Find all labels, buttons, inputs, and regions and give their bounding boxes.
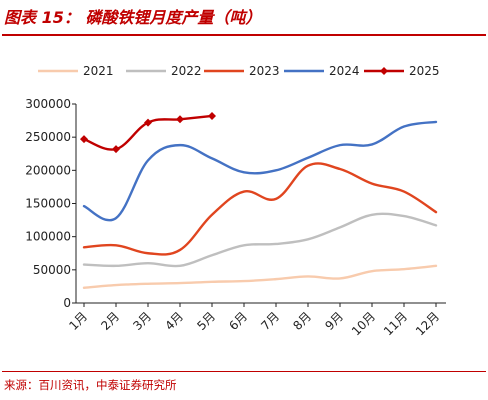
x-tick-label: 8月 bbox=[290, 309, 314, 333]
title-rule bbox=[2, 34, 486, 36]
series-line-2021 bbox=[82, 264, 438, 289]
legend-marker-2025 bbox=[380, 67, 388, 75]
series-layer bbox=[80, 111, 438, 289]
x-axis: 1月 2月 3月 4月 5月 6月 7月 8月 9月 10月 11月 12月 bbox=[66, 302, 446, 338]
data-point-2025 bbox=[80, 135, 88, 144]
data-point-2025 bbox=[112, 145, 120, 154]
y-tick-label: 100000 bbox=[25, 230, 71, 244]
series-line-2022 bbox=[82, 212, 438, 268]
legend-label-2022: 2022 bbox=[171, 64, 202, 78]
series-line-2024 bbox=[82, 120, 438, 222]
legend: 2021 2022 2023 2024 2025 bbox=[38, 64, 440, 78]
x-tick-label: 11月 bbox=[381, 309, 410, 338]
y-tick-label: 0 bbox=[63, 296, 71, 310]
x-tick-label: 1月 bbox=[66, 309, 90, 333]
figure-title: 图表 15： 磷酸铁锂月度产量（吨） bbox=[4, 8, 262, 27]
x-tick-label: 9月 bbox=[322, 309, 346, 333]
data-point-2025 bbox=[176, 115, 184, 124]
x-tick-label: 4月 bbox=[162, 309, 186, 333]
y-axis: 0 50000 100000 150000 200000 250000 300000 bbox=[25, 97, 77, 310]
x-tick-label: 10月 bbox=[349, 309, 378, 338]
y-tick-label: 150000 bbox=[25, 197, 71, 211]
x-tick-label: 5月 bbox=[194, 309, 218, 333]
source-note: 来源：百川资讯，中泰证券研究所 bbox=[4, 378, 177, 392]
legend-label-2025: 2025 bbox=[409, 64, 440, 78]
x-tick-label: 12月 bbox=[413, 309, 442, 338]
data-point-2025 bbox=[144, 118, 152, 127]
legend-label-2024: 2024 bbox=[329, 64, 360, 78]
legend-label-2021: 2021 bbox=[83, 64, 114, 78]
y-tick-label: 200000 bbox=[25, 163, 71, 177]
legend-label-2023: 2023 bbox=[249, 64, 280, 78]
source-rule bbox=[2, 371, 486, 372]
x-tick-label: 7月 bbox=[258, 309, 282, 333]
series-line-2023 bbox=[82, 162, 438, 256]
y-tick-label: 300000 bbox=[25, 97, 71, 111]
y-tick-label: 50000 bbox=[33, 263, 71, 277]
x-tick-label: 6月 bbox=[226, 309, 250, 333]
y-tick-label: 250000 bbox=[25, 130, 71, 144]
data-point-2025 bbox=[208, 111, 216, 120]
x-tick-label: 3月 bbox=[130, 309, 154, 333]
x-tick-label: 2月 bbox=[98, 309, 122, 333]
